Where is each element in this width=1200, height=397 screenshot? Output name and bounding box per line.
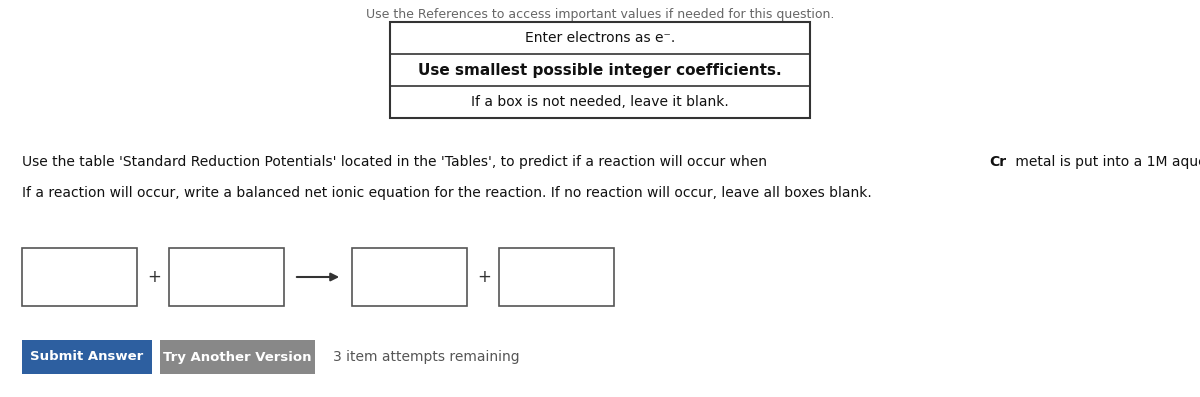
Bar	[390, 22, 810, 118]
Text: If a box is not needed, leave it blank.: If a box is not needed, leave it blank.	[472, 95, 728, 109]
Text: Use the table 'Standard Reduction Potentials' located in the 'Tables', to predic: Use the table 'Standard Reduction Potent…	[22, 155, 772, 169]
Bar	[22, 248, 137, 306]
Text: 3 item attempts remaining: 3 item attempts remaining	[334, 350, 520, 364]
Text: Submit Answer: Submit Answer	[30, 351, 144, 364]
Text: +: +	[478, 268, 491, 286]
Text: If a reaction will occur, write a balanced net ionic equation for the reaction. : If a reaction will occur, write a balanc…	[22, 186, 871, 200]
Text: Use smallest possible integer coefficients.: Use smallest possible integer coefficien…	[418, 62, 782, 77]
Text: +: +	[148, 268, 161, 286]
Bar	[22, 340, 152, 374]
Text: Cr: Cr	[989, 155, 1006, 169]
Bar	[169, 248, 284, 306]
Text: Try Another Version: Try Another Version	[163, 351, 312, 364]
Text: Enter electrons as e⁻.: Enter electrons as e⁻.	[524, 31, 676, 45]
Bar	[499, 248, 614, 306]
Bar	[160, 340, 314, 374]
Text: Use the References to access important values if needed for this question.: Use the References to access important v…	[366, 8, 834, 21]
Text: metal is put into a 1M aqueous Ag: metal is put into a 1M aqueous Ag	[1012, 155, 1200, 169]
Bar	[352, 248, 467, 306]
